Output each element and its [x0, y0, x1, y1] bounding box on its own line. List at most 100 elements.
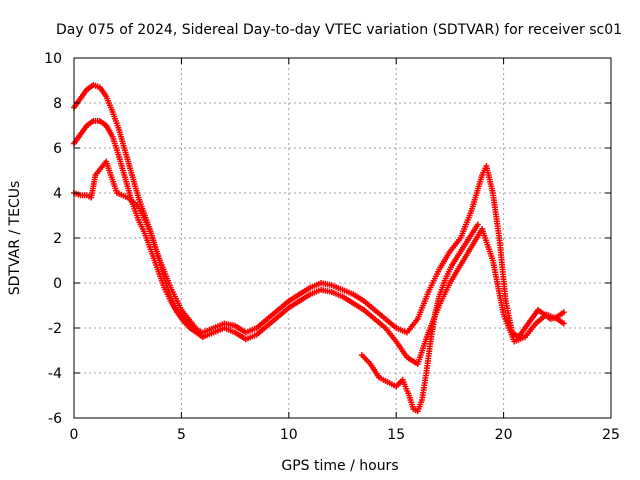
interpolated-marks — [360, 353, 372, 366]
interpolated-marks — [352, 292, 366, 303]
x-tick-label: 0 — [70, 427, 79, 443]
interpolated-marks — [490, 192, 502, 239]
interpolated-marks — [555, 310, 566, 319]
interpolated-marks — [415, 399, 425, 412]
interpolated-marks — [362, 308, 376, 321]
series-trace-c — [71, 158, 206, 340]
interpolated-marks — [513, 334, 526, 344]
interpolated-marks — [516, 326, 527, 339]
interpolated-marks — [103, 160, 120, 194]
y-tick-label: 8 — [53, 96, 62, 112]
interpolated-marks — [437, 250, 452, 271]
interpolated-marks — [142, 232, 154, 253]
interpolated-marks — [501, 313, 517, 343]
interpolated-marks — [298, 292, 312, 303]
interpolated-marks — [188, 326, 198, 335]
interpolated-marks — [287, 299, 301, 310]
interpolated-marks — [92, 118, 101, 124]
interpolated-marks — [415, 291, 431, 320]
interpolated-marks — [523, 322, 538, 339]
interpolated-marks — [534, 313, 548, 325]
interpolated-marks — [309, 287, 322, 297]
interpolated-marks — [523, 317, 534, 330]
data-point — [560, 320, 567, 327]
interpolated-marks — [146, 228, 163, 262]
interpolated-marks — [85, 119, 95, 128]
interpolated-marks — [276, 299, 291, 312]
interpolated-marks — [104, 124, 115, 138]
interpolated-marks — [202, 330, 215, 340]
interpolated-marks — [244, 332, 258, 342]
x-axis-label: GPS time / hours — [281, 458, 398, 474]
points-layer — [71, 82, 567, 415]
interpolated-marks — [436, 277, 448, 298]
interpolated-marks — [395, 325, 408, 335]
interpolated-marks — [469, 174, 485, 212]
interpolated-marks — [202, 325, 215, 335]
interpolated-marks — [116, 190, 129, 200]
interpolated-marks — [405, 355, 419, 366]
interpolated-marks — [126, 196, 140, 208]
interpolated-marks — [448, 264, 463, 284]
interpolated-marks — [467, 223, 480, 240]
data-point — [199, 334, 206, 340]
interpolated-marks — [490, 259, 507, 316]
interpolated-marks — [419, 372, 429, 401]
interpolated-marks — [400, 379, 412, 397]
interpolated-marks — [78, 88, 89, 100]
interpolated-marks — [78, 124, 89, 136]
interpolated-marks — [149, 250, 160, 271]
series-trace-d — [358, 221, 481, 415]
interpolated-marks — [309, 280, 322, 290]
interpolated-marks — [182, 319, 192, 330]
interpolated-marks — [298, 285, 312, 297]
interpolated-marks — [168, 286, 184, 311]
interpolated-marks — [179, 308, 194, 325]
interpolated-marks — [98, 119, 108, 128]
interpolated-marks — [136, 219, 147, 235]
interpolated-marks — [394, 378, 405, 388]
interpolated-marks — [536, 308, 546, 317]
interpolated-marks — [330, 283, 344, 292]
interpolated-marks — [73, 190, 82, 198]
y-tick-label: 6 — [53, 141, 62, 157]
x-tick-label: 15 — [387, 427, 405, 443]
interpolated-marks — [415, 331, 431, 365]
interpolated-marks — [255, 317, 269, 330]
y-tick-label: 0 — [53, 276, 62, 292]
interpolated-marks — [368, 362, 381, 379]
interpolated-marks — [448, 236, 463, 253]
interpolated-marks — [85, 83, 95, 92]
interpolated-marks — [458, 246, 474, 266]
interpolated-marks — [155, 268, 167, 289]
interpolated-marks — [157, 259, 173, 289]
interpolated-marks — [136, 205, 152, 230]
interpolated-marks — [287, 292, 301, 303]
interpolated-marks — [212, 321, 226, 331]
interpolated-marks — [362, 299, 376, 312]
interpolated-marks — [72, 133, 83, 145]
interpolated-marks — [341, 287, 355, 297]
interpolated-marks — [162, 286, 173, 302]
interpolated-marks — [233, 330, 248, 342]
interpolated-marks — [175, 311, 186, 323]
interpolated-marks — [427, 313, 438, 343]
interpolated-marks — [378, 375, 389, 384]
interpolated-marks — [458, 236, 472, 253]
interpolated-marks — [266, 315, 280, 328]
interpolated-marks — [555, 317, 566, 326]
interpolated-marks — [458, 210, 474, 239]
series-trace-b — [71, 118, 567, 367]
y-axis-label: SDTVAR / TECUs — [7, 181, 23, 296]
interpolated-marks — [92, 82, 101, 90]
interpolated-marks — [479, 228, 496, 262]
interpolated-marks — [79, 192, 88, 199]
interpolated-marks — [480, 165, 489, 176]
interpolated-marks — [320, 280, 333, 288]
interpolated-marks — [423, 340, 434, 374]
interpolated-marks — [384, 317, 398, 330]
interpolated-marks — [223, 325, 236, 335]
interpolated-marks — [394, 340, 409, 359]
interpolated-marks — [88, 174, 99, 199]
